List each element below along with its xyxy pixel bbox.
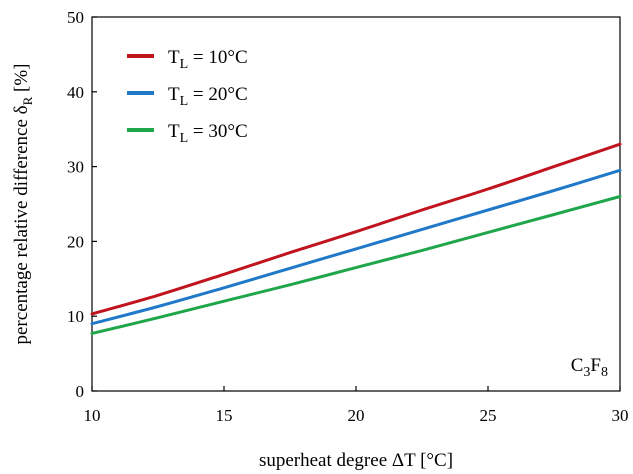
x-axis-label: superheat degree ΔT [°C] — [259, 450, 453, 471]
legend-label-1: TL = 10°C — [168, 47, 248, 72]
legend: TL = 10°C TL = 20°C TL = 30°C — [127, 47, 248, 146]
legend-label-3: TL = 30°C — [168, 121, 248, 146]
y-tick-label: 0 — [76, 382, 85, 401]
chart-annotation: C3F8 — [571, 355, 608, 380]
x-tick-label: 30 — [612, 406, 629, 425]
series-line-2 — [90, 168, 622, 326]
x-tick-label: 15 — [216, 406, 233, 425]
y-tick-label: 40 — [67, 83, 84, 102]
y-tick-label: 50 — [67, 8, 84, 27]
series-line-1 — [90, 142, 622, 316]
x-tick-label: 20 — [348, 406, 365, 425]
y-tick-label: 30 — [67, 158, 84, 177]
series-lines — [90, 142, 622, 335]
labels: C3F8 superheat degree ΔT [°C] percentage r… — [11, 64, 608, 472]
legend-label-2: TL = 20°C — [168, 84, 248, 109]
y-axis-label: percentage relative difference δR [%] — [11, 64, 35, 345]
y-tick-label: 20 — [67, 232, 84, 251]
plot-area — [91, 16, 621, 392]
axes: 0 10 20 30 40 50 10 15 20 25 30 — [67, 8, 629, 425]
x-tick-label: 25 — [480, 406, 497, 425]
series-line-3 — [90, 195, 622, 335]
plot-frame — [91, 16, 621, 392]
y-tick-label: 10 — [67, 307, 84, 326]
x-tick-label: 10 — [84, 406, 101, 425]
